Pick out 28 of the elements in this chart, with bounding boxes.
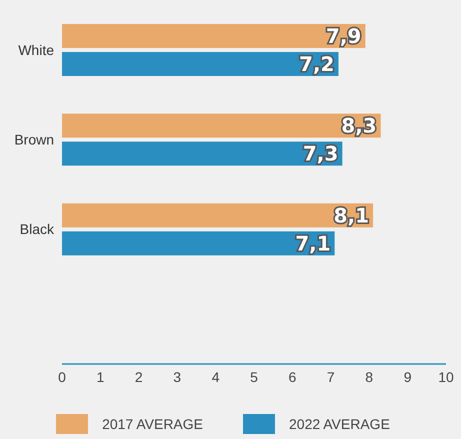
bar [62,231,335,256]
bar [62,52,338,76]
bar [62,114,381,138]
y-tick-label: Black [20,221,55,238]
x-tick-label: 2 [134,368,143,385]
bar [62,24,366,48]
data-label: 7,9 [326,24,362,48]
x-tick-label: 0 [58,368,66,385]
x-tick-label: 4 [212,368,220,385]
x-tick-label: 6 [288,368,296,385]
x-tick-label: 10 [438,368,454,385]
x-tick-label: 8 [365,368,374,385]
legend-label: 2022 AVERAGE [289,416,390,432]
x-tick-label: 5 [250,368,258,385]
y-tick-label: Brown [14,131,54,148]
data-label: 7,2 [299,52,334,76]
bar [62,142,342,166]
data-label: 7,3 [302,142,338,166]
x-tick-label: 7 [326,368,335,385]
data-label: 8,3 [341,114,377,138]
data-label: 8,1 [334,203,370,228]
legend-label: 2017 AVERAGE [102,416,203,432]
data-label: 7,1 [295,231,331,256]
x-tick-label: 9 [404,368,412,385]
x-tick-label: 1 [96,368,104,385]
y-tick-label: White [18,42,54,58]
bar [62,203,374,228]
x-tick-label: 3 [173,368,182,385]
